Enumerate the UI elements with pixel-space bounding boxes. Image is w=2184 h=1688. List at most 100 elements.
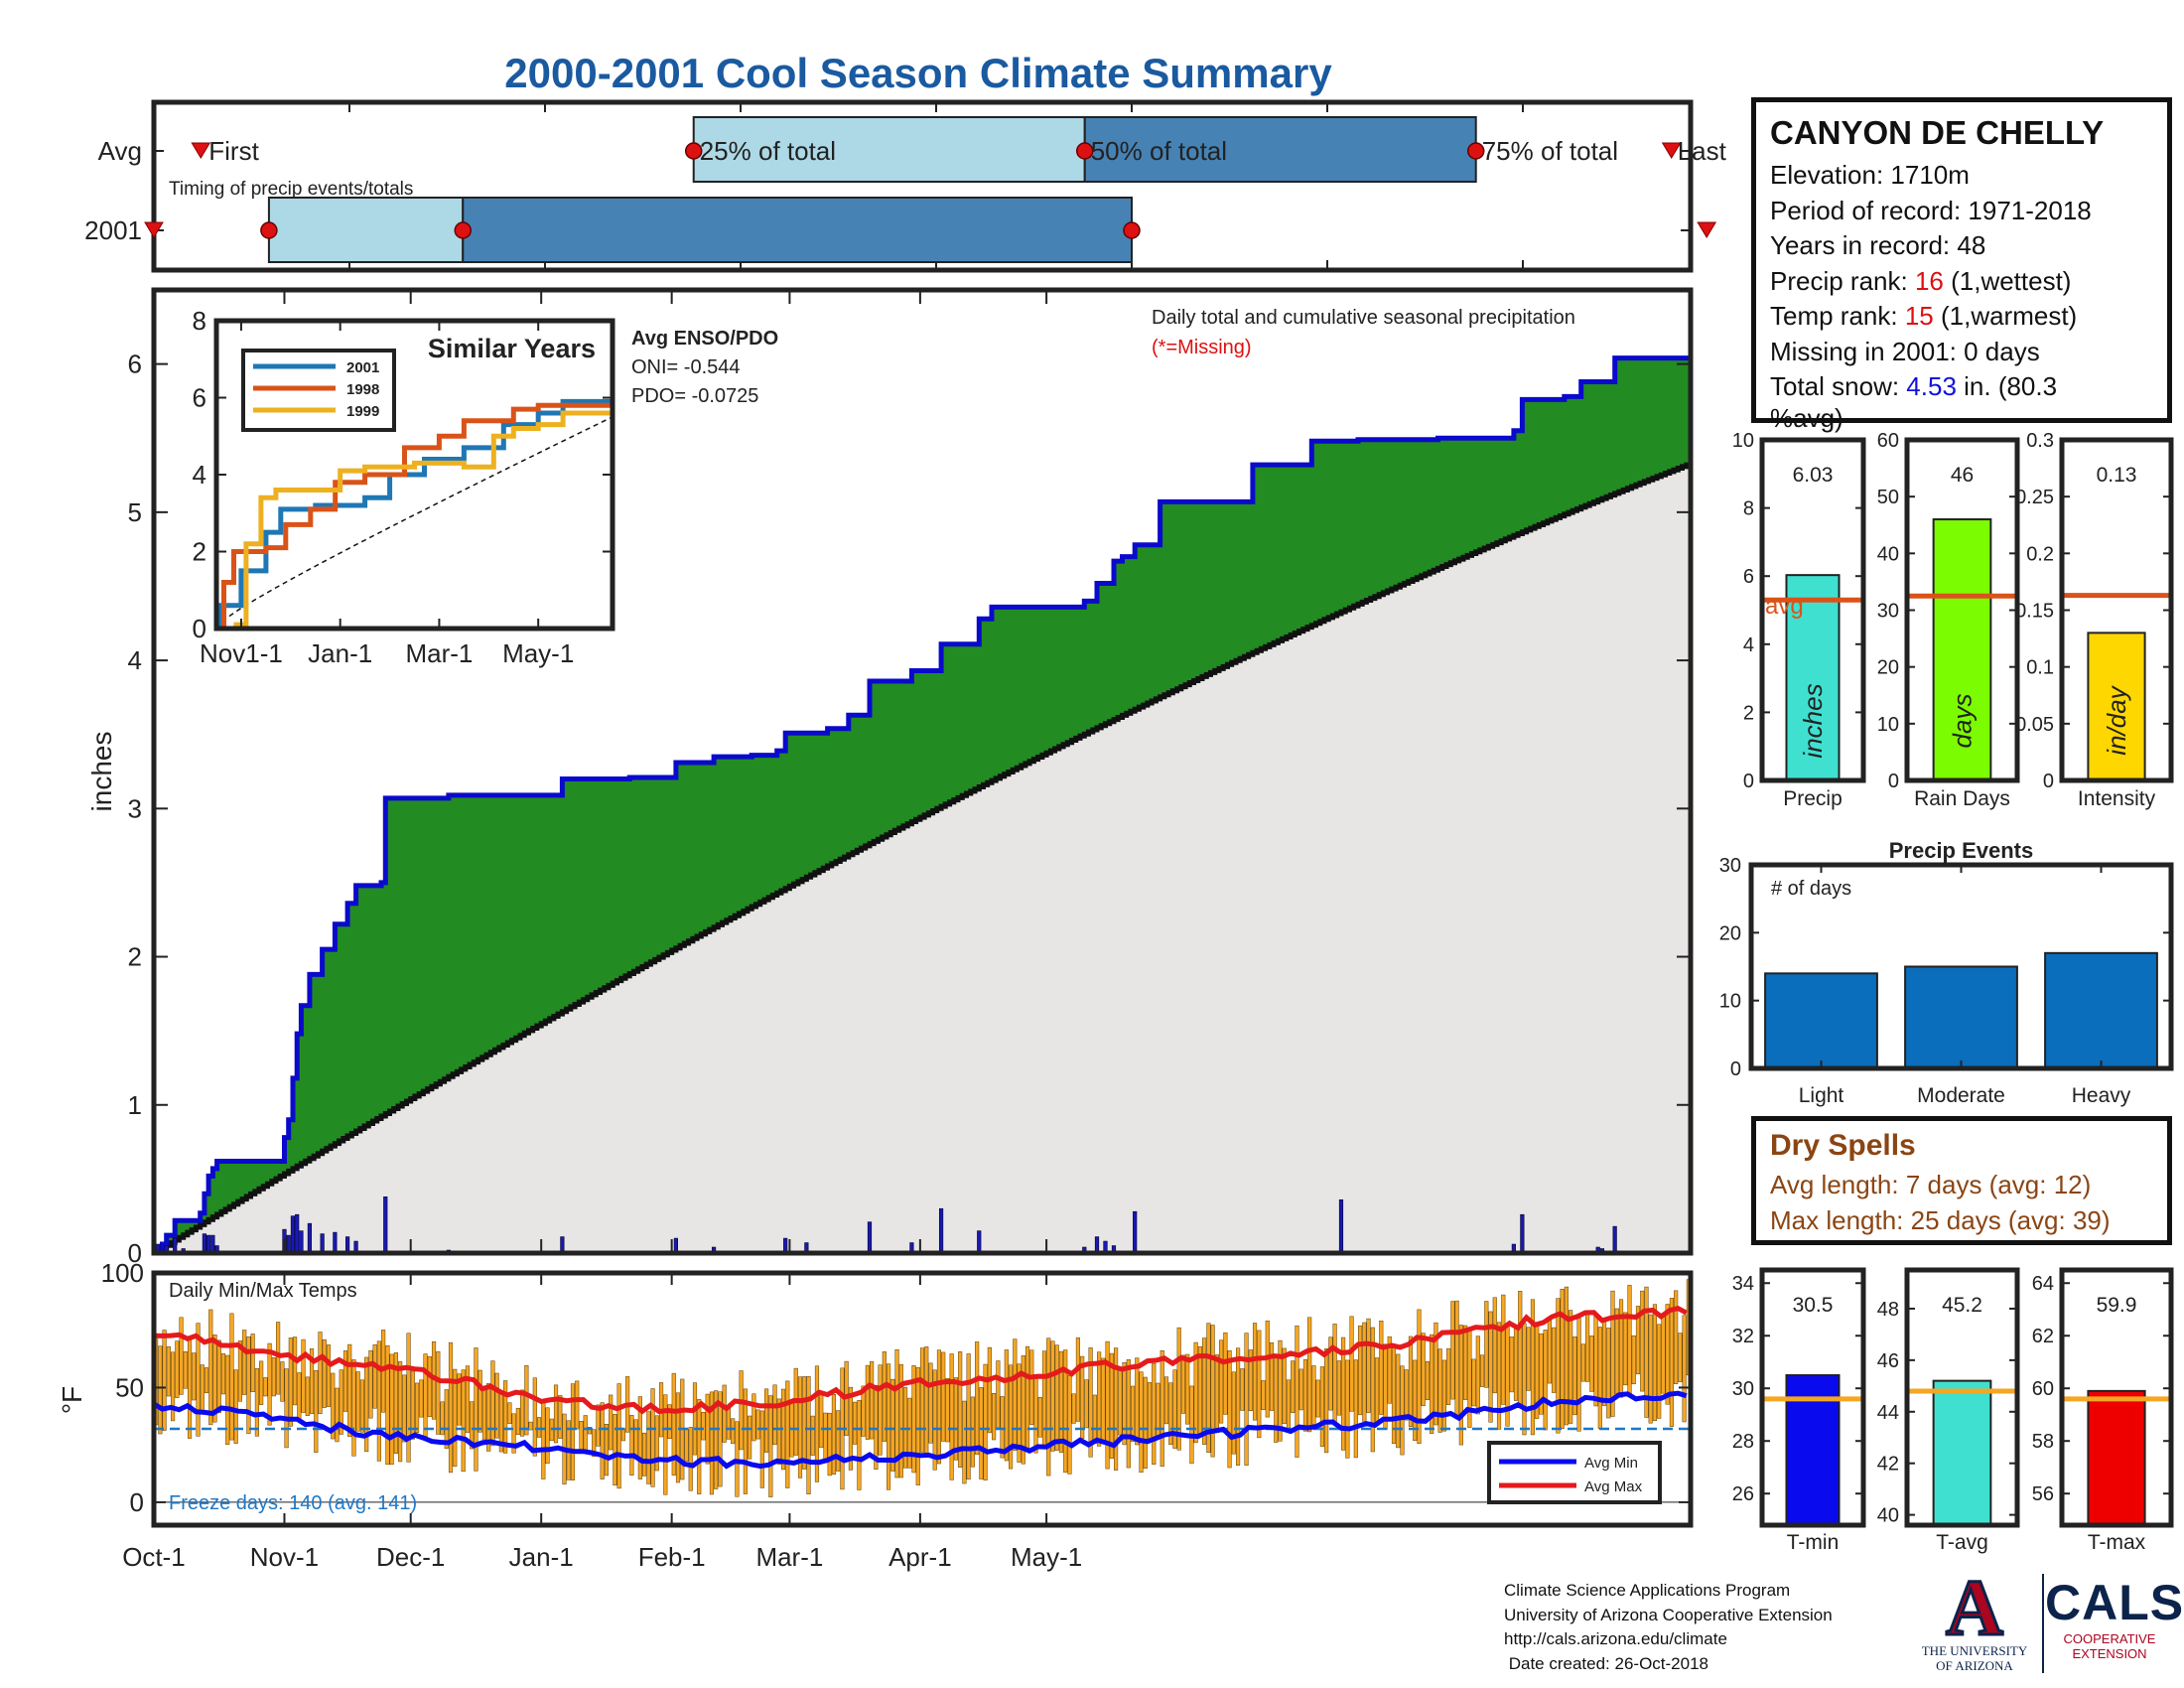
daily-temp-bar [220, 1353, 226, 1395]
daily-temp-bar [461, 1369, 466, 1473]
timing-avg-first-label: First [208, 136, 259, 166]
daily-temp-bar [410, 1370, 415, 1440]
daily-temp-bar [406, 1333, 411, 1463]
month-xtick-label: Apr-1 [888, 1542, 952, 1572]
similar-years-xtick-label: Jan-1 [308, 638, 372, 668]
daily-temp-bar [1037, 1396, 1042, 1438]
daily-temp-bar [1606, 1328, 1611, 1419]
daily-temp-bar [1147, 1382, 1153, 1440]
daily-temp-bar [1530, 1299, 1536, 1436]
daily-temp-bar [667, 1404, 672, 1440]
daily-temp-bar [1231, 1371, 1236, 1455]
dry-spells-title: Dry Spells [1770, 1129, 1916, 1162]
tmax-value-label: 59.9 [2097, 1294, 2137, 1317]
similar-years-xtick-label: Nov1-1 [200, 638, 283, 668]
daily-temp-bar [436, 1350, 441, 1435]
daily-temp-bar [1370, 1327, 1375, 1453]
daily-temp-bar [1345, 1359, 1350, 1459]
timing-avg-first-marker [191, 142, 211, 159]
daily-temp-bar [1163, 1376, 1169, 1425]
timing-2001-q2-bar [462, 197, 1133, 263]
daily-temp-bar [1261, 1380, 1266, 1410]
daily-temp-bar [1576, 1318, 1581, 1432]
daily-temp-bar [1307, 1317, 1312, 1433]
daily-temps-chart: 0 50 100 Oct-1 Nov-1 Dec-1 Jan-1 Feb-1 Mar-1 Apr-… [57, 1258, 1694, 1572]
precip-events-chart: Light Moderate Heavy 0 10 20 30 Precip Events # … [1719, 838, 2174, 1107]
daily-temp-bar [347, 1343, 352, 1438]
daily-temp-bar [1024, 1345, 1030, 1451]
daily-temp-bar [503, 1380, 508, 1454]
daily-temp-bar [966, 1353, 971, 1479]
station-period: Period of record: 1971-2018 [1770, 195, 2092, 225]
daily-temp-bar [1004, 1349, 1009, 1462]
daily-temp-bar [936, 1349, 942, 1465]
precip-events-bar [1764, 972, 1878, 1069]
daily-temp-bar [1526, 1327, 1531, 1391]
daily-temp-bar [1552, 1327, 1557, 1393]
daily-temp-bar [1172, 1369, 1177, 1449]
precip_total-ytick-label: 0 [1743, 771, 1754, 792]
daily-temp-bar [1063, 1349, 1068, 1474]
daily-temp-bar [1463, 1325, 1468, 1400]
daily-temp-bar [171, 1351, 176, 1422]
figure-title: 2000-2001 Cool Season Climate Summary [504, 50, 1332, 96]
precip-events-xtick-label: Light [1799, 1084, 1844, 1107]
daily-temp-bar [827, 1412, 832, 1477]
average-cumulative-line [154, 462, 1694, 1256]
daily-temp-bar [162, 1330, 167, 1431]
tmax-bar [2087, 1389, 2146, 1527]
daily-temp-bar [284, 1368, 289, 1449]
daily-temp-bar [1652, 1304, 1658, 1422]
daily-precip-bar [206, 1234, 211, 1254]
tmin-frame-outline [1759, 1267, 1866, 1528]
footer-url[interactable]: http://cals.arizona.edu/climate [1504, 1629, 1727, 1648]
daily-temp-bar [1202, 1337, 1207, 1445]
daily-temp-bar [297, 1372, 302, 1421]
daily-temp-bar [962, 1400, 967, 1484]
daily-temp-bar [924, 1346, 929, 1456]
precip_total-ytick-label: 4 [1743, 634, 1754, 656]
similar-years-xtick-label: May-1 [502, 638, 574, 668]
daily-temp-bar [1282, 1347, 1287, 1425]
timing-2001-p25-marker [260, 221, 278, 239]
daily-precip-bar [333, 1231, 338, 1254]
daily-temp-bar [759, 1410, 764, 1488]
intensity-ytick-label: 0.15 [2015, 601, 2054, 623]
station-elevation: Elevation: 1710m [1770, 160, 1970, 190]
daily-temp-bar [722, 1384, 727, 1443]
rain_days-ytick-label: 60 [1877, 430, 1899, 452]
intensity-xlabel: Intensity [2078, 787, 2156, 810]
daily-temp-bar [1033, 1374, 1038, 1454]
daily-temp-bar [250, 1334, 255, 1392]
station-info-box: CANYON DE CHELLY Elevation: 1710m Period… [1751, 97, 2172, 431]
similar-years-ytick-label: 0 [193, 614, 206, 643]
timing-avg-last-label: Last [1678, 136, 1727, 166]
daily-temp-bar [1585, 1313, 1590, 1382]
daily-temp-bar [1560, 1288, 1565, 1429]
daily-temp-bar [983, 1363, 988, 1480]
daily-temp-bar [1248, 1349, 1253, 1411]
month-xtick-label: May-1 [1011, 1542, 1082, 1572]
cumulative-frame-outline [151, 287, 1694, 1256]
daily-temp-bar [1278, 1339, 1283, 1442]
daily-temp-bar [558, 1395, 563, 1439]
daily-temp-bar [1257, 1330, 1262, 1439]
daily-temp-bar [385, 1344, 390, 1466]
daily-temp-bar [785, 1380, 790, 1488]
daily-temp-bar [898, 1363, 903, 1478]
legend-avg-min-label: Avg Min [1584, 1455, 1638, 1472]
daily-temp-bar [364, 1356, 369, 1453]
timing-2001-last-marker [1697, 221, 1717, 238]
daily-temp-bar [592, 1429, 597, 1458]
daily-temp-bar [368, 1349, 373, 1419]
daily-temp-bar [1067, 1374, 1072, 1475]
tavg-ytick-label: 44 [1877, 1402, 1899, 1424]
rain_days-ytick-label: 0 [1888, 771, 1899, 792]
cumulative-ytick-label: 4 [128, 645, 142, 675]
daily-temp-bar [440, 1401, 445, 1436]
precip_total-ytick-label: 2 [1743, 702, 1754, 724]
daily-temp-bar [919, 1347, 925, 1453]
enso-oni-value: ONI= -0.544 [631, 356, 741, 378]
tmin-ytick-label: 30 [1732, 1378, 1754, 1400]
daily-temp-bar [305, 1376, 310, 1417]
